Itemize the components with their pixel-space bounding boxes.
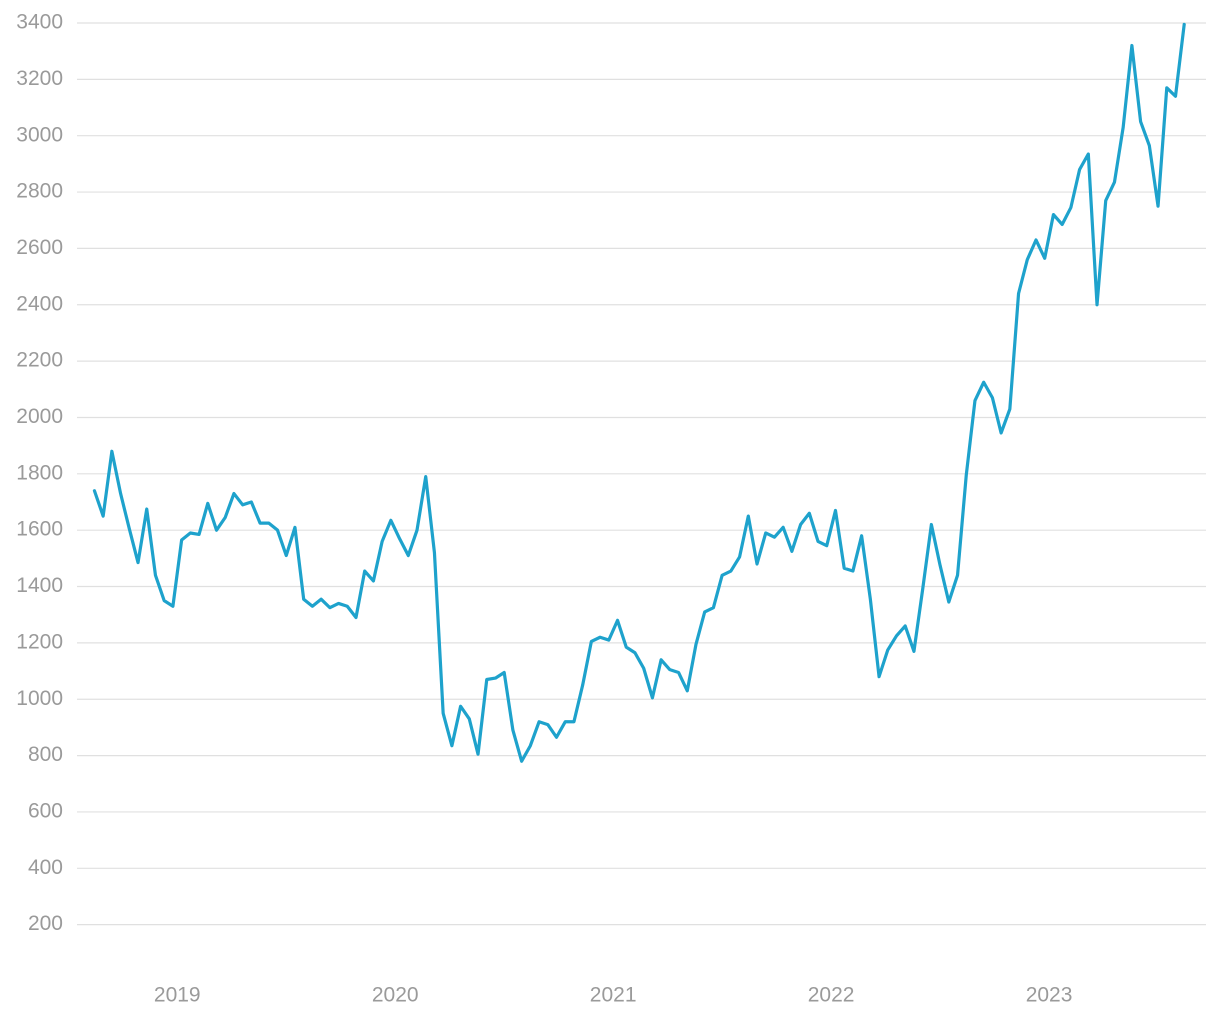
y-tick-label: 400 bbox=[28, 856, 63, 879]
y-tick-label: 2400 bbox=[16, 292, 63, 315]
y-tick-label: 800 bbox=[28, 743, 63, 766]
y-tick-label: 600 bbox=[28, 799, 63, 822]
y-tick-label: 1400 bbox=[16, 574, 63, 597]
x-tick-label: 2023 bbox=[1026, 984, 1073, 1007]
y-tick-label: 1000 bbox=[16, 687, 63, 710]
x-tick-label: 2019 bbox=[154, 984, 201, 1007]
x-tick-label: 2021 bbox=[590, 984, 637, 1007]
y-tick-label: 1600 bbox=[16, 518, 63, 541]
y-tick-label: 1200 bbox=[16, 630, 63, 653]
y-tick-label: 2200 bbox=[16, 349, 63, 372]
y-tick-label: 2000 bbox=[16, 405, 63, 428]
y-tick-label: 1800 bbox=[16, 461, 63, 484]
y-tick-label: 3200 bbox=[16, 67, 63, 90]
x-tick-label: 2022 bbox=[808, 984, 855, 1007]
y-tick-label: 2800 bbox=[16, 180, 63, 203]
y-tick-label: 3400 bbox=[16, 11, 63, 34]
y-tick-label: 3000 bbox=[16, 123, 63, 146]
y-tick-label: 200 bbox=[28, 912, 63, 935]
data-line bbox=[92, 22, 1186, 763]
y-tick-label: 2600 bbox=[16, 236, 63, 259]
x-tick-label: 2020 bbox=[372, 984, 419, 1007]
